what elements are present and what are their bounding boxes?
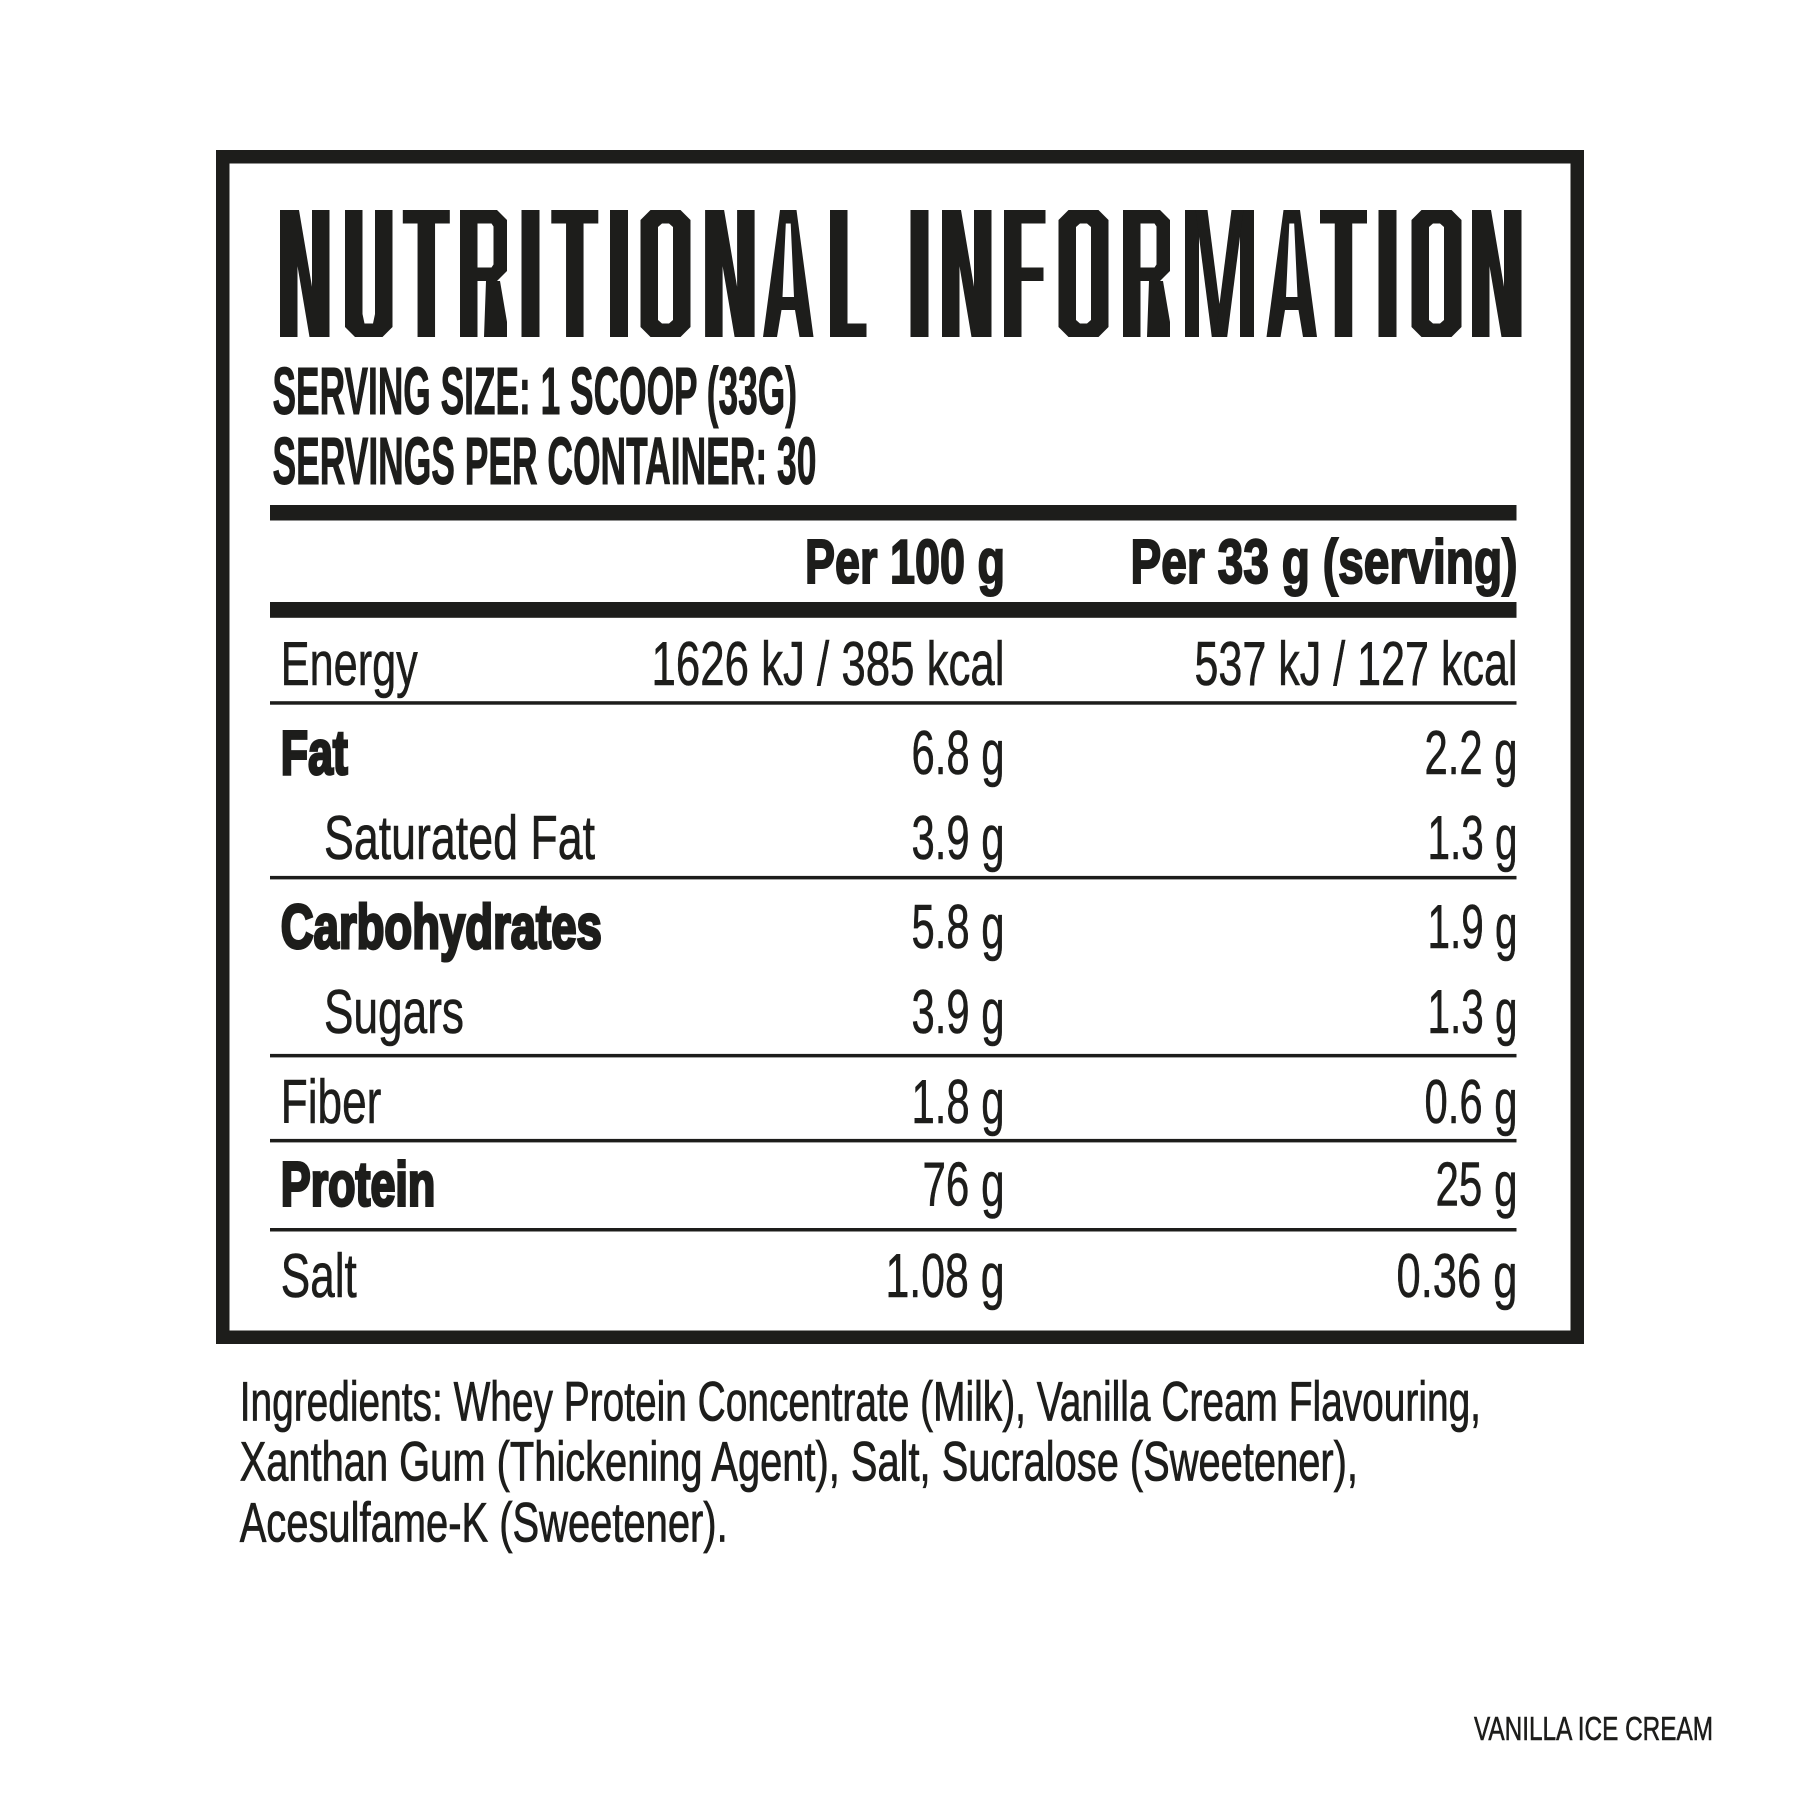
- svg-text:SERVINGS PER CONTAINER: 30: SERVINGS PER CONTAINER: 30: [273, 424, 817, 499]
- svg-text:537 kJ / 127 kcal: 537 kJ / 127 kcal: [1195, 630, 1518, 699]
- svg-text:Saturated Fat: Saturated Fat: [324, 804, 595, 873]
- svg-text:Protein: Protein: [281, 1151, 436, 1220]
- svg-text:Acesulfame-K (Sweetener).: Acesulfame-K (Sweetener).: [240, 1491, 728, 1554]
- svg-text:Xanthan Gum (Thickening Agent): Xanthan Gum (Thickening Agent), Salt, Su…: [240, 1430, 1358, 1493]
- svg-text:5.8 g: 5.8 g: [912, 893, 1005, 962]
- svg-text:Per 33 g (serving): Per 33 g (serving): [1131, 528, 1518, 597]
- svg-text:Salt: Salt: [281, 1242, 357, 1311]
- svg-text:Carbohydrates: Carbohydrates: [281, 893, 602, 962]
- svg-text:SERVING SIZE: 1 SCOOP (33G): SERVING SIZE: 1 SCOOP (33G): [273, 354, 798, 429]
- svg-text:3.9 g: 3.9 g: [912, 804, 1005, 873]
- svg-text:1.9 g: 1.9 g: [1428, 893, 1518, 962]
- svg-text:Fat: Fat: [281, 719, 348, 788]
- svg-text:Ingredients: Whey Protein Conc: Ingredients: Whey Protein Concentrate (M…: [240, 1370, 1481, 1433]
- svg-text:Energy: Energy: [281, 630, 418, 699]
- svg-text:Per 100 g: Per 100 g: [805, 528, 1005, 597]
- svg-text:1.3 g: 1.3 g: [1428, 804, 1518, 873]
- svg-text:76 g: 76 g: [923, 1151, 1005, 1220]
- svg-text:2.2 g: 2.2 g: [1425, 719, 1518, 788]
- svg-text:25 g: 25 g: [1436, 1151, 1518, 1220]
- svg-text:1.08 g: 1.08 g: [886, 1242, 1005, 1311]
- svg-text:Sugars: Sugars: [324, 978, 464, 1047]
- svg-text:VANILLA ICE CREAM: VANILLA ICE CREAM: [1474, 1711, 1713, 1748]
- svg-text:6.8 g: 6.8 g: [912, 719, 1005, 788]
- svg-text:3.9 g: 3.9 g: [912, 978, 1005, 1047]
- svg-text:0.6 g: 0.6 g: [1425, 1068, 1518, 1137]
- svg-text:0.36 g: 0.36 g: [1397, 1242, 1518, 1311]
- svg-text:Fiber: Fiber: [281, 1068, 382, 1137]
- svg-text:1.8 g: 1.8 g: [912, 1068, 1005, 1137]
- svg-text:1.3 g: 1.3 g: [1428, 978, 1518, 1047]
- svg-text:1626 kJ / 385 kcal: 1626 kJ / 385 kcal: [652, 630, 1005, 699]
